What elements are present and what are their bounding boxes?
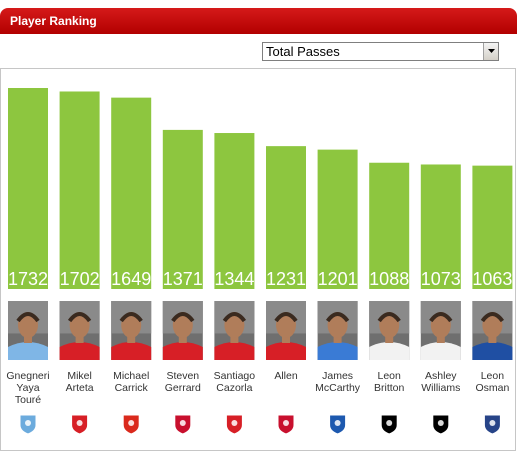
bar[interactable] [111, 97, 152, 289]
bar-value-label: 1201 [318, 269, 358, 289]
player-photo[interactable] [369, 301, 410, 360]
bar[interactable] [317, 149, 358, 289]
widget-title: Player Ranking [10, 14, 97, 28]
liverpool-crest-icon[interactable] [174, 414, 192, 435]
player-name[interactable]: Michael Carrick [105, 370, 157, 394]
bar-value-label: 1073 [421, 269, 461, 289]
player-photo[interactable] [317, 301, 358, 360]
bar[interactable] [214, 133, 255, 289]
bar-value-label: 1649 [111, 269, 151, 289]
bar[interactable] [472, 165, 513, 289]
player-name-line: Williams [421, 382, 461, 394]
player-name-line: Michael [113, 370, 150, 382]
player-name[interactable]: Gnegneri Yaya Touré [2, 370, 54, 406]
player-name-line: Allen [274, 370, 298, 382]
player-photo[interactable] [214, 301, 255, 360]
arsenal-crest-icon[interactable] [225, 414, 243, 435]
bar-value-label: 1231 [266, 269, 306, 289]
player-name-line: Osman [475, 382, 510, 394]
player-name-line: Mikel [67, 370, 92, 382]
liverpool-crest-icon[interactable] [277, 414, 295, 435]
player-name-line: Arteta [65, 382, 94, 394]
player-name-line: Leon [377, 370, 401, 382]
player-name[interactable]: James McCarthy [312, 370, 364, 394]
player-name[interactable]: Santiago Cazorla [208, 370, 260, 394]
player-photo[interactable] [59, 301, 100, 360]
chevron-down-icon [487, 49, 495, 53]
player-photo[interactable] [266, 301, 306, 360]
widget-header: Player Ranking [0, 8, 517, 34]
player-name-line: Ashley [425, 370, 457, 382]
bar-value-label: 1732 [8, 269, 48, 289]
swansea-crest-icon[interactable] [432, 414, 450, 435]
bar-value-label: 1702 [60, 269, 100, 289]
player-name-line: Leon [480, 370, 505, 382]
bar[interactable] [8, 88, 48, 289]
player-name[interactable]: Leon Britton [363, 370, 415, 394]
bar[interactable] [59, 91, 100, 289]
bar-value-label: 1371 [163, 269, 203, 289]
player-name-line: Santiago [213, 370, 256, 382]
player-name-line: Touré [14, 394, 42, 406]
metric-select-value: Total Passes [266, 44, 340, 59]
man-utd-crest-icon[interactable] [122, 414, 140, 435]
man-city-crest-icon[interactable] [19, 414, 37, 435]
player-name-line: James [322, 370, 354, 382]
player-name-line: Cazorla [216, 382, 253, 394]
bar-value-label: 1088 [369, 269, 409, 289]
player-photo[interactable] [162, 301, 203, 360]
dropdown-arrow-button[interactable] [483, 43, 498, 60]
arsenal-crest-icon[interactable] [71, 414, 89, 435]
player-name[interactable]: Steven Gerrard [157, 370, 209, 394]
bar[interactable] [266, 146, 306, 289]
player-photo[interactable] [111, 301, 152, 360]
player-name-line: Yaya [16, 382, 40, 394]
bar-value-label: 1344 [214, 269, 254, 289]
player-name-line: Carrick [114, 382, 148, 394]
player-photo[interactable] [472, 301, 513, 360]
player-name-line: Britton [374, 382, 405, 394]
metric-select[interactable]: Total Passes [262, 42, 499, 61]
player-name[interactable]: Mikel Arteta [54, 370, 106, 394]
everton-crest-icon[interactable] [483, 414, 501, 435]
bar[interactable] [420, 164, 461, 289]
swansea-crest-icon[interactable] [380, 414, 398, 435]
player-name-line: Gnegneri [6, 370, 50, 382]
player-name[interactable]: Leon Osman [466, 370, 518, 394]
bar-value-label: 1063 [472, 269, 512, 289]
bar[interactable] [162, 129, 203, 289]
player-name-line: Steven [166, 370, 200, 382]
wigan-crest-icon[interactable] [329, 414, 347, 435]
player-name[interactable]: Ashley Williams [415, 370, 467, 394]
player-photo[interactable] [8, 301, 48, 360]
player-name-line: McCarthy [315, 382, 361, 394]
player-name[interactable]: Allen [260, 370, 312, 382]
bar[interactable] [369, 162, 410, 289]
player-name-line: Gerrard [164, 382, 201, 394]
player-photo[interactable] [420, 301, 461, 360]
